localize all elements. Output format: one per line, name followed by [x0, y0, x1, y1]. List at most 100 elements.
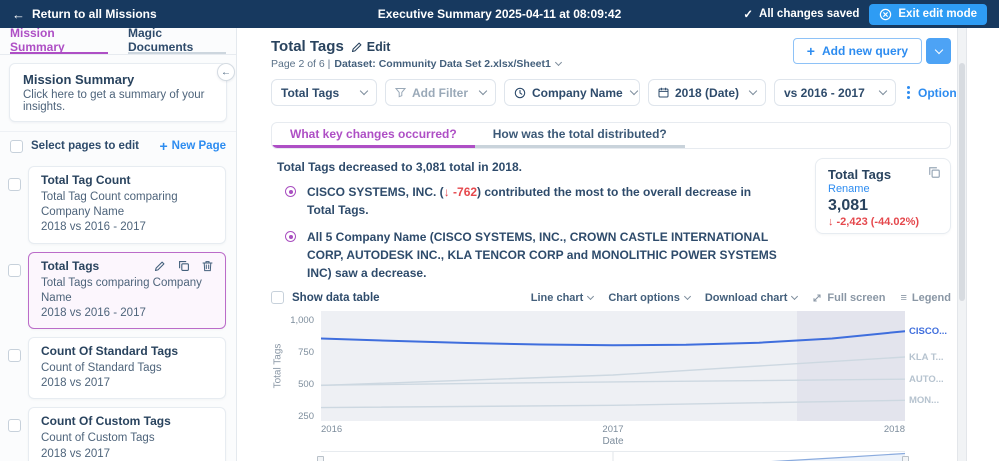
sidebar-collapse-button[interactable]: ←: [217, 63, 235, 81]
kpi-card: Total Tags Rename 3,081 ↓ -2,423 (-44.02…: [815, 158, 951, 234]
x-axis-ticks: 2016 2017 2018: [321, 424, 905, 435]
down-arrow-icon: ↓: [828, 216, 834, 228]
page-row: Count Of Custom Tags Count of Custom Tag…: [0, 403, 236, 461]
y-axis-ticks: 250 500 750 1,000: [285, 311, 321, 422]
chevron-down-icon: [629, 86, 638, 96]
show-data-table-label: Show data table: [292, 291, 380, 304]
page-card-total-tags[interactable]: Total Tags Total Tags comparing Company …: [28, 251, 226, 330]
range-navigator[interactable]: 2016 2017: [317, 451, 909, 461]
y-tick-label: 250: [298, 410, 314, 422]
series-label: KLA T...: [909, 352, 944, 364]
page-checkbox[interactable]: [8, 419, 21, 433]
series-labels: CISCO... KLA T... AUTO... MON...: [905, 311, 951, 421]
x-axis-title: Date: [602, 436, 624, 447]
delete-page-icon[interactable]: [202, 260, 213, 272]
kpi-rename-link[interactable]: Rename: [828, 183, 870, 195]
scrollbar-thumb[interactable]: [959, 62, 965, 301]
measure-dropdown[interactable]: Total Tags: [271, 79, 377, 106]
legend-button[interactable]: ≡ Legend: [900, 291, 951, 304]
page-title: Total Tags: [271, 38, 344, 55]
return-to-missions-link[interactable]: ← Return to all Missions: [12, 7, 317, 21]
plus-icon: +: [806, 43, 815, 59]
page-checkbox[interactable]: [8, 178, 21, 191]
y-tick-label: 750: [298, 346, 314, 358]
edit-page-icon[interactable]: [154, 260, 166, 272]
tab-magic-documents[interactable]: Magic Documents: [128, 28, 226, 54]
add-query-dropdown-button[interactable]: [926, 38, 951, 64]
page-row: Total Tags Total Tags comparing Company …: [0, 248, 236, 334]
series-label: MON...: [909, 395, 940, 407]
page-checkbox[interactable]: [8, 349, 21, 363]
exit-edit-mode-button[interactable]: Exit edit mode: [869, 3, 987, 25]
fullscreen-button[interactable]: Full screen: [812, 292, 885, 304]
navigator-left-handle[interactable]: [317, 456, 324, 461]
kpi-title: Total Tags: [828, 167, 892, 182]
clock-icon: [514, 87, 526, 98]
kpi-delta: ↓ -2,423 (-44.02%): [828, 216, 920, 228]
kpi-value: 3,081: [828, 197, 869, 214]
back-label: Return to all Missions: [32, 7, 157, 21]
plot-area: [321, 311, 905, 421]
options-button[interactable]: Options: [905, 86, 963, 100]
date-dropdown[interactable]: 2018 (Date): [648, 79, 766, 106]
add-new-query-button[interactable]: + Add new query: [792, 38, 922, 64]
chevron-down-icon: [934, 45, 943, 55]
show-data-table-checkbox[interactable]: [271, 291, 284, 304]
check-icon: ✓: [743, 9, 754, 21]
calendar-icon: [658, 87, 669, 98]
mission-summary-title: Mission Summary: [23, 72, 135, 87]
plus-icon: +: [159, 138, 168, 154]
tab-key-changes[interactable]: What key changes occurred?: [272, 123, 475, 148]
dataset-selector[interactable]: Dataset: Community Data Set 2.xlsx/Sheet…: [334, 58, 562, 70]
page-card-count-standard-tags[interactable]: Count Of Standard Tags Count of Standard…: [28, 337, 226, 400]
y-tick-label: 1,000: [290, 314, 314, 326]
new-page-button[interactable]: + New Page: [159, 138, 226, 154]
circle-x-icon: [880, 8, 892, 20]
sidebar: Mission Summary Magic Documents ← Missio…: [0, 28, 237, 461]
duplicate-page-icon[interactable]: [178, 260, 190, 272]
edit-title-button[interactable]: Edit: [351, 40, 390, 54]
download-chart-dropdown[interactable]: Download chart: [705, 292, 799, 304]
navigator-svg: [612, 452, 905, 461]
mission-summary-card[interactable]: Mission Summary Click here to get a summ…: [9, 63, 227, 122]
insight-bullet-icon: [285, 231, 296, 242]
add-filter-dropdown[interactable]: Add Filter: [385, 79, 496, 106]
chevron-down-icon: [587, 292, 595, 300]
tab-mission-summary[interactable]: Mission Summary: [10, 28, 108, 54]
chevron-down-icon: [878, 86, 888, 96]
navigator-right-handle[interactable]: [902, 456, 909, 461]
page-row: Total Tag Count Total Tag Count comparin…: [0, 162, 236, 248]
page-list: Total Tag Count Total Tag Count comparin…: [0, 160, 236, 461]
select-pages-row: Select pages to edit + New Page: [0, 131, 236, 160]
select-pages-checkbox[interactable]: [10, 139, 23, 153]
insight-headline: Total Tags decreased to 3,081 total in 2…: [277, 160, 522, 174]
compare-dropdown[interactable]: vs 2016 - 2017: [774, 79, 896, 106]
select-pages-label: Select pages to edit: [31, 140, 140, 152]
tab-total-distributed[interactable]: How was the total distributed?: [474, 123, 685, 148]
chart-type-dropdown[interactable]: Line chart: [531, 292, 595, 304]
chart-svg: [321, 311, 905, 421]
legend-icon: ≡: [900, 291, 907, 304]
copy-kpi-icon[interactable]: [928, 166, 941, 179]
page-row: Count Of Standard Tags Count of Standard…: [0, 333, 236, 403]
chart-options-dropdown[interactable]: Chart options: [608, 292, 691, 304]
page-info: Page 2 of 6 | Dataset: Community Data Se…: [271, 58, 562, 70]
main-content: Total Tags Edit Page 2 of 6 | Dataset: C…: [237, 28, 999, 461]
page-checkbox[interactable]: [8, 263, 21, 277]
page-card-count-custom-tags[interactable]: Count Of Custom Tags Count of Custom Tag…: [28, 407, 226, 461]
chevron-down-icon: [683, 292, 691, 300]
filter-bar: Total Tags Add Filter Company Name 2018 …: [271, 79, 963, 106]
chart-controls: Show data table Line chart Chart options…: [271, 291, 951, 304]
vertical-scrollbar[interactable]: [957, 28, 967, 461]
dimension-dropdown[interactable]: Company Name: [504, 79, 640, 106]
fullscreen-icon: [813, 293, 821, 302]
document-title: Executive Summary 2025-04-11 at 08:09:42: [377, 7, 622, 21]
back-arrow-icon: ←: [12, 6, 25, 22]
insight-text: Total Tags decreased to 3,081 total in 2…: [271, 158, 801, 282]
y-axis-title: Total Tags: [272, 343, 284, 389]
page-card-total-tag-count[interactable]: Total Tag Count Total Tag Count comparin…: [28, 166, 226, 244]
series-label: AUTO...: [909, 374, 944, 386]
chevron-down-icon: [791, 292, 799, 300]
insight-bullet-icon: [285, 186, 296, 197]
chevron-down-icon: [554, 58, 562, 67]
